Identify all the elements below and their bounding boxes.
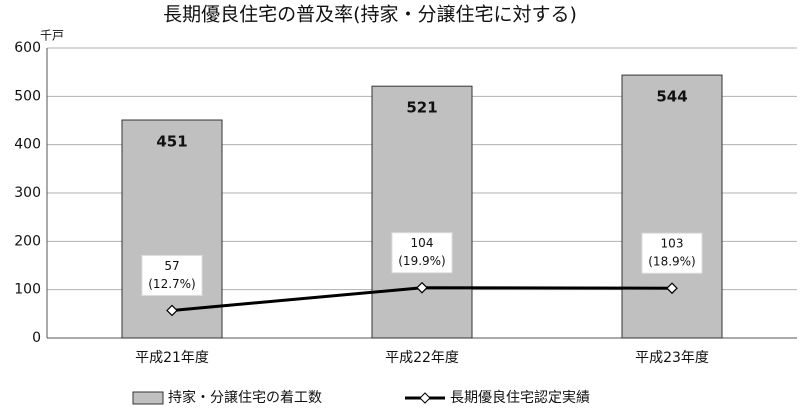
bar (371, 85, 473, 339)
data-label-share: (19.9%) (398, 254, 445, 268)
bar (621, 74, 723, 339)
legend-swatch (419, 392, 431, 404)
y-tick-label: 600 (14, 40, 41, 56)
bar (121, 119, 223, 339)
data-label: 57 (164, 259, 179, 273)
chart-title: 長期優良住宅の普及率(持家・分譲住宅に対する) (163, 4, 577, 26)
line-marker (666, 282, 678, 295)
y-tick-label: 200 (14, 233, 41, 249)
data-label: 104 (411, 236, 434, 250)
line-marker (166, 304, 178, 317)
data-label-share: (12.7%) (148, 277, 195, 291)
y-tick-label: 500 (14, 88, 41, 104)
data-label-box (391, 232, 453, 274)
data-label-share: (18.9%) (648, 255, 695, 269)
data-label-box (641, 232, 703, 274)
bar-value-label: 544 (656, 88, 687, 106)
y-tick-label: 400 (14, 137, 41, 153)
bar-value-label: 451 (156, 133, 187, 151)
legend-label: 長期優良住宅認定実績 (450, 390, 590, 406)
legend-label: 持家・分譲住宅の着工数 (168, 389, 322, 406)
x-tick-label: 平成23年度 (635, 350, 709, 366)
legend-swatch (132, 391, 164, 405)
data-label-box (141, 254, 203, 296)
x-tick-label: 平成21年度 (135, 350, 209, 366)
y-tick-label: 300 (14, 185, 41, 201)
bar-value-label: 521 (406, 99, 437, 117)
y-tick-label: 100 (14, 282, 41, 298)
x-tick-label: 平成22年度 (385, 350, 459, 366)
y-tick-label: 0 (32, 330, 41, 346)
y-unit: 千戸 (40, 29, 64, 43)
data-label: 103 (661, 237, 684, 251)
line-marker (416, 281, 428, 294)
